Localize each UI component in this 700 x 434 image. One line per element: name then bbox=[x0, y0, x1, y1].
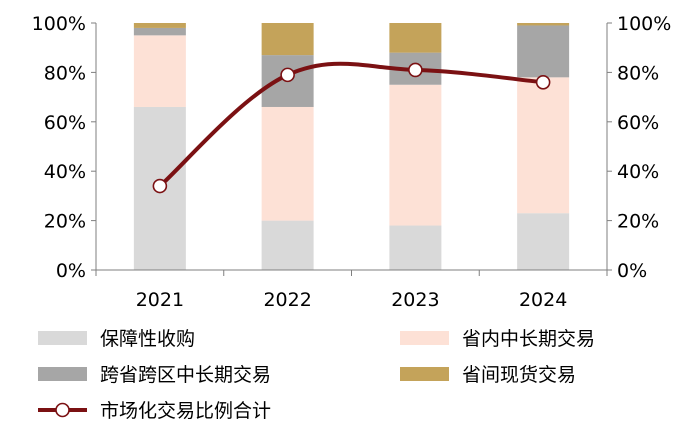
x-tick-label-2024: 2024 bbox=[519, 289, 567, 311]
bar-series-1-2022 bbox=[261, 106, 314, 221]
line-point-2024 bbox=[535, 74, 551, 90]
legend-item-1: 省内中长期交易 bbox=[400, 328, 595, 350]
legend-swatch bbox=[38, 331, 87, 345]
legend-swatch bbox=[400, 367, 449, 381]
legend-swatch bbox=[400, 331, 449, 345]
line-series-4 bbox=[158, 61, 544, 188]
line-point-2021 bbox=[152, 178, 168, 194]
y-left-tick-label: 60% bbox=[44, 112, 86, 134]
x-tick-label-2023: 2023 bbox=[391, 289, 439, 311]
legend-label: 省内中长期交易 bbox=[462, 328, 595, 350]
y-right-tick-label: 0% bbox=[617, 260, 647, 282]
bar-series-2-2024 bbox=[517, 25, 570, 78]
legend-label: 省间现货交易 bbox=[462, 364, 576, 386]
bar-series-3-2022 bbox=[261, 23, 314, 56]
y-left-tick-label: 0% bbox=[56, 260, 86, 282]
bar-series-1-2024 bbox=[517, 77, 570, 214]
legend-item-3: 省间现货交易 bbox=[400, 364, 576, 386]
y-right-tick-label: 40% bbox=[617, 161, 659, 183]
line-point-2022 bbox=[280, 67, 295, 83]
bar-series-3-2021 bbox=[133, 23, 186, 28]
x-tick-label-2022: 2022 bbox=[263, 289, 311, 311]
y-left-tick-label: 40% bbox=[44, 161, 86, 183]
legend-item-2: 跨省跨区中长期交易 bbox=[38, 364, 271, 386]
line-point-2023 bbox=[408, 62, 423, 78]
bar-series-3-2023 bbox=[389, 23, 442, 53]
bar-series-2-2021 bbox=[133, 27, 186, 36]
legend-swatch bbox=[38, 367, 87, 381]
bar-series-0-2022 bbox=[261, 220, 314, 270]
legend-label: 市场化交易比例合计 bbox=[100, 400, 271, 422]
axes: 0% 20% 40% 60% 80% 100% 0% 20% 40% 60% 80% 100% 2021… bbox=[32, 13, 672, 311]
y-left-tick-label: 80% bbox=[44, 62, 86, 84]
y-left-tick-label: 20% bbox=[44, 211, 86, 233]
y-right-tick-label: 20% bbox=[617, 211, 659, 233]
line-series-layer bbox=[152, 61, 551, 194]
y-right-tick-label: 100% bbox=[617, 13, 671, 35]
bar-series-0-2024 bbox=[517, 213, 570, 270]
y-right-tick-label: 80% bbox=[617, 62, 659, 84]
bar-series-1-2021 bbox=[133, 35, 186, 107]
y-left-tick-label: 100% bbox=[32, 13, 86, 35]
bar-group bbox=[133, 23, 570, 270]
legend-label: 保障性收购 bbox=[100, 328, 195, 350]
legend-item-0: 保障性收购 bbox=[38, 328, 195, 350]
legend-item-4: 市场化交易比例合计 bbox=[38, 400, 271, 422]
x-tick-label-2021: 2021 bbox=[136, 289, 184, 311]
bar-series-0-2023 bbox=[389, 225, 442, 270]
bar-series-3-2024 bbox=[517, 23, 570, 26]
legend-marker bbox=[55, 402, 70, 418]
legend-label: 跨省跨区中长期交易 bbox=[100, 364, 271, 386]
bar-series-1-2023 bbox=[389, 84, 442, 226]
y-right-tick-label: 60% bbox=[617, 112, 659, 134]
